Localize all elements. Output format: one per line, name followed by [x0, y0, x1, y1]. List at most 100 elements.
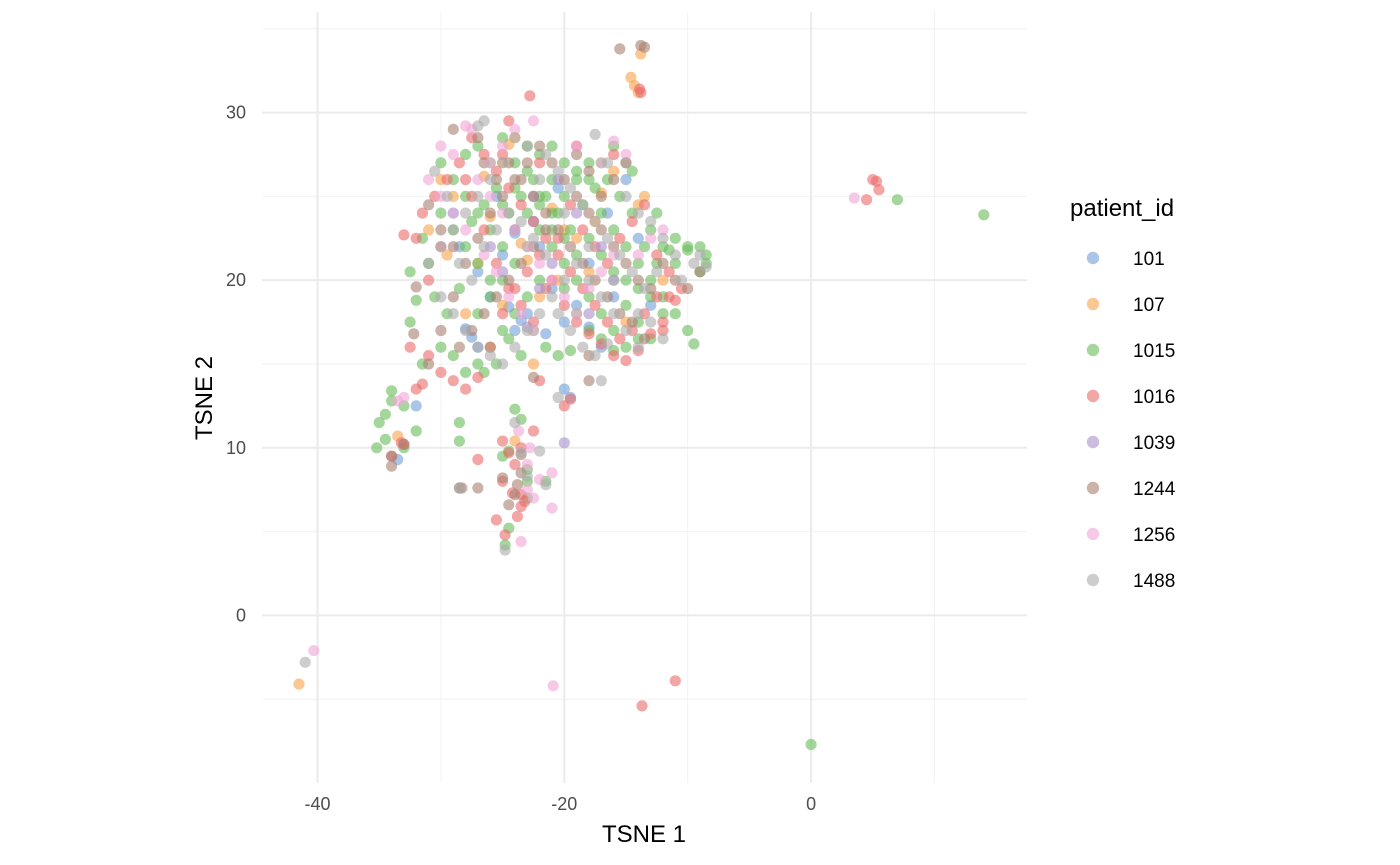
- scatter-point-1256: [460, 224, 472, 236]
- scatter-point-1488: [595, 291, 607, 303]
- scatter-point-101: [645, 299, 657, 311]
- scatter-point-1256: [423, 174, 435, 186]
- scatter-point-1015: [435, 341, 447, 353]
- scatter-point-1016: [626, 215, 638, 228]
- scatter-point-1244: [521, 157, 533, 169]
- scatter-point-1015: [460, 366, 472, 378]
- scatter-point-107: [293, 678, 305, 690]
- scatter-point-1488: [509, 341, 521, 353]
- scatter-point-1015: [571, 274, 583, 286]
- scatter-point-1244: [583, 165, 595, 177]
- scatter-point-1256: [645, 232, 657, 244]
- scatter-point-1015: [620, 299, 632, 311]
- scatter-point-1488: [583, 241, 595, 253]
- scatter-point-1488: [614, 249, 626, 261]
- scatter-point-1244: [435, 324, 447, 337]
- scatter-point-1244: [503, 499, 515, 511]
- scatter-point-1244: [497, 472, 509, 484]
- scatter-point-1015: [521, 207, 533, 219]
- scatter-point-1016: [435, 366, 447, 378]
- scatter-point-1244: [497, 190, 509, 202]
- scatter-point-1016: [524, 90, 536, 102]
- scatter-point-1016: [663, 291, 675, 303]
- legend-key-1256: [1086, 527, 1100, 541]
- scatter-point-1256: [546, 502, 558, 514]
- scatter-points: [293, 39, 990, 751]
- scatter-point-1039: [558, 437, 570, 449]
- x-tick-label: -20: [551, 794, 577, 814]
- scatter-point-1488: [608, 274, 620, 286]
- scatter-point-1015: [484, 274, 496, 286]
- scatter-point-1015: [645, 274, 657, 286]
- scatter-point-1015: [558, 257, 570, 269]
- scatter-point-101: [620, 174, 632, 186]
- scatter-point-1244: [626, 316, 638, 328]
- scatter-point-1488: [435, 241, 447, 253]
- scatter-point-1256: [632, 249, 644, 261]
- scatter-point-1256: [547, 680, 559, 692]
- scatter-point-1256: [527, 115, 540, 127]
- y-tick-label: 10: [226, 438, 246, 458]
- scatter-point-1488: [515, 215, 527, 228]
- scatter-point-1016: [515, 199, 527, 211]
- scatter-point-1015: [608, 224, 620, 236]
- scatter-point-1016: [608, 148, 620, 161]
- scatter-point-1039: [571, 207, 583, 219]
- scatter-point-1016: [503, 283, 515, 295]
- scatter-point-1244: [583, 207, 595, 219]
- scatter-point-1015: [583, 232, 595, 244]
- scatter-point-1244: [540, 207, 552, 219]
- scatter-point-1488: [503, 207, 515, 219]
- scatter-point-101: [497, 249, 509, 261]
- scatter-point-1488: [564, 182, 577, 194]
- scatter-point-1015: [657, 308, 669, 320]
- scatter-point-1488: [657, 333, 669, 345]
- legend-label-1015: 1015: [1133, 341, 1175, 362]
- scatter-point-1016: [527, 425, 540, 437]
- scatter-point-1016: [669, 675, 681, 687]
- scatter-point-1244: [595, 224, 607, 236]
- scatter-point-1256: [546, 274, 558, 286]
- scatter-point-1244: [546, 157, 558, 169]
- scatter-point-1015: [669, 308, 681, 320]
- scatter-point-107: [638, 190, 651, 202]
- scatter-point-1488: [453, 482, 465, 494]
- scatter-point-1016: [521, 266, 533, 278]
- scatter-point-1016: [601, 316, 614, 328]
- scatter-point-1488: [472, 120, 484, 132]
- scatter-point-1488: [595, 375, 607, 387]
- scatter-point-1488: [441, 190, 453, 202]
- scatter-point-1016: [873, 184, 885, 196]
- scatter-point-1244: [534, 140, 546, 152]
- scatter-point-107: [571, 232, 583, 244]
- scatter-point-1016: [861, 194, 873, 206]
- scatter-point-1488: [632, 308, 644, 320]
- scatter-point-1244: [472, 482, 484, 494]
- scatter-point-1244: [515, 257, 527, 269]
- x-axis-title: TSNE 1: [602, 821, 686, 848]
- scatter-point-1015: [453, 417, 465, 429]
- scatter-point-1256: [583, 283, 595, 295]
- scatter-point-1015: [460, 241, 472, 253]
- scatter-point-107: [497, 299, 509, 311]
- plot-grid: [262, 12, 1027, 783]
- scatter-point-1016: [552, 232, 564, 244]
- scatter-point-1016: [509, 458, 521, 471]
- scatter-point-1015: [657, 241, 669, 253]
- scatter-point-1015: [503, 333, 515, 345]
- legend-key-1015: [1086, 343, 1100, 357]
- scatter-point-1488: [626, 266, 638, 278]
- scatter-point-1256: [447, 207, 459, 219]
- scatter-point-1015: [564, 345, 577, 357]
- scatter-point-1016: [638, 199, 651, 211]
- scatter-point-1488: [515, 447, 527, 459]
- legend-label-1244: 1244: [1133, 479, 1176, 500]
- x-tick-label: -40: [305, 794, 331, 814]
- scatter-point-1256: [521, 484, 533, 496]
- scatter-point-1488: [527, 232, 540, 244]
- scatter-point-1256: [571, 308, 583, 320]
- scatter-point-101: [509, 324, 521, 337]
- scatter-point-1488: [589, 350, 601, 362]
- scatter-point-1015: [620, 341, 632, 353]
- scatter-point-1488: [577, 199, 589, 211]
